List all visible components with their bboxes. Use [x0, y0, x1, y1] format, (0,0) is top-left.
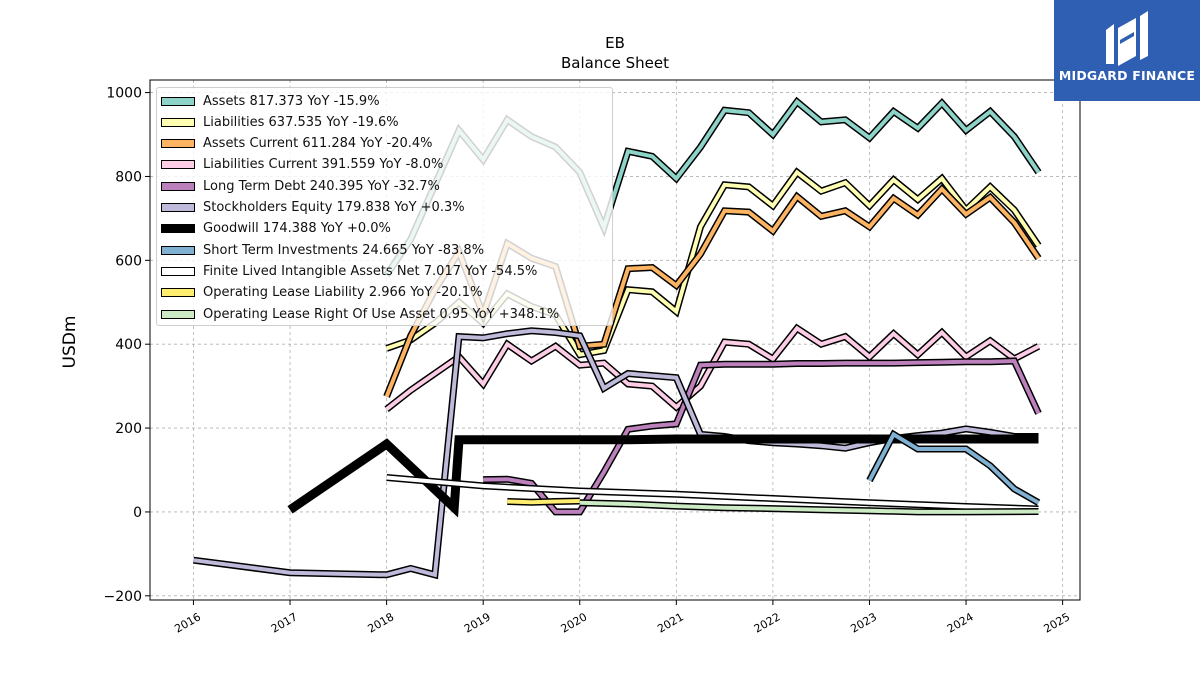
legend-label: Assets 817.373 YoY -15.9%	[203, 93, 380, 109]
y-tick-label: 1000	[106, 86, 142, 102]
legend-swatch	[161, 224, 195, 234]
series-line-9	[507, 499, 580, 505]
legend-label: Liabilities Current 391.559 YoY -8.0%	[203, 157, 444, 173]
legend-label: Stockholders Equity 179.838 YoY +0.3%	[203, 200, 465, 215]
y-tick-label: 200	[115, 421, 142, 437]
x-tick-label: 2025	[1041, 610, 1072, 635]
legend-label: Liabilities 637.535 YoY -19.6%	[203, 114, 399, 130]
legend-item: Long Term Debt 240.395 YoY -32.7%	[161, 178, 440, 194]
logo-mark-icon	[1106, 11, 1148, 66]
logo-text: MIDGARD FINANCE	[1058, 68, 1196, 83]
legend-swatch	[161, 181, 195, 191]
x-tick-label: 2022	[752, 610, 783, 635]
chart-title: EB	[605, 34, 625, 52]
legend-item: Operating Lease Right Of Use Asset 0.95 …	[161, 306, 559, 322]
legend-label: Long Term Debt 240.395 YoY -32.7%	[203, 178, 440, 194]
x-tick-label: 2019	[462, 610, 493, 635]
x-tick-label: 2016	[172, 610, 203, 635]
legend-label: Finite Lived Intangible Assets Net 7.017…	[203, 263, 538, 279]
series-line-8	[386, 475, 1039, 511]
legend-label: Operating Lease Liability 2.966 YoY -20.…	[203, 285, 483, 301]
legend-swatch	[161, 117, 195, 127]
legend-swatch	[161, 288, 195, 298]
legend-swatch	[161, 160, 195, 170]
brand-logo: MIDGARD FINANCE	[1054, 0, 1200, 101]
legend-swatch	[161, 245, 195, 255]
x-tick-label: 2023	[848, 610, 879, 635]
legend-item: Assets 817.373 YoY -15.9%	[161, 93, 380, 109]
legend-item: Assets Current 611.284 YoY -20.4%	[161, 136, 433, 152]
x-tick-label: 2020	[559, 610, 590, 635]
series-line-7	[867, 431, 1040, 505]
series-outline-7	[866, 429, 1041, 506]
y-tick-label: 0	[133, 505, 142, 521]
legend-swatch	[161, 309, 195, 319]
legend-label: Short Term Investments 24.665 YoY -83.8%	[203, 242, 485, 258]
x-tick-label: 2024	[945, 610, 976, 635]
legend-item: Stockholders Equity 179.838 YoY +0.3%	[161, 200, 465, 216]
legend-item: Short Term Investments 24.665 YoY -83.8%	[161, 242, 484, 258]
legend-item: Liabilities Current 391.559 YoY -8.0%	[161, 157, 443, 173]
legend-label: Goodwill 174.388 YoY +0.0%	[203, 221, 391, 237]
y-tick-label: −200	[104, 589, 142, 605]
x-tick-label: 2017	[269, 610, 300, 635]
y-tick-label: 800	[115, 169, 142, 185]
series-line-10	[579, 500, 1039, 514]
y-tick-label: 600	[115, 253, 142, 269]
x-tick-label: 2021	[655, 610, 686, 635]
legend-item: Liabilities 637.535 YoY -19.6%	[161, 114, 399, 130]
y-tick-label: 400	[115, 337, 142, 353]
x-tick-label: 2018	[365, 610, 396, 635]
legend-item: Finite Lived Intangible Assets Net 7.017…	[161, 263, 537, 279]
chart-legend: Assets 817.373 YoY -15.9% Liabilities 637…	[156, 87, 613, 326]
legend-label: Operating Lease Right Of Use Asset 0.95 …	[203, 306, 560, 322]
series-line-4	[483, 358, 1041, 514]
legend-swatch	[161, 139, 195, 149]
chart-subtitle: Balance Sheet	[561, 54, 669, 72]
legend-item: Operating Lease Liability 2.966 YoY -20.…	[161, 285, 482, 301]
y-axis-label: USDm	[60, 316, 80, 369]
legend-item: Goodwill 174.388 YoY +0.0%	[161, 221, 391, 237]
legend-swatch	[161, 266, 195, 276]
legend-swatch	[161, 96, 195, 106]
legend-swatch	[161, 203, 195, 212]
plot-frame	[149, 79, 1081, 601]
legend-label: Assets Current 611.284 YoY -20.4%	[203, 136, 433, 152]
